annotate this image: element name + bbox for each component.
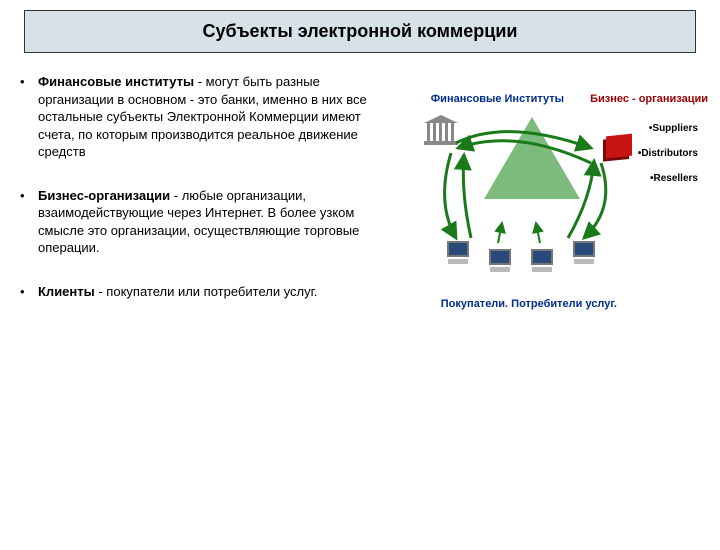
bullet-marker: • [20, 187, 38, 257]
bullet-text: Клиенты - покупатели или потребители усл… [38, 283, 317, 301]
title-bar: Субъекты электронной коммерции [24, 10, 696, 53]
diagram-graphic [416, 113, 626, 283]
bullet-term: Финансовые институты [38, 74, 194, 89]
diagram-panel: Финансовые Институты Бизнес - организаци… [401, 73, 700, 393]
bullet-text: Финансовые институты - могут быть разные… [38, 73, 395, 161]
bullet-term: Бизнес-организации [38, 188, 170, 203]
list-item: • Клиенты - покупатели или потребители у… [20, 283, 395, 301]
bullet-term: Клиенты [38, 284, 95, 299]
bullet-text: Бизнес-организации - любые организации, … [38, 187, 395, 257]
list-item: • Финансовые институты - могут быть разн… [20, 73, 395, 161]
arrows-icon [416, 113, 626, 283]
content-area: • Финансовые институты - могут быть разн… [0, 73, 720, 393]
bullet-marker: • [20, 283, 38, 301]
label-distributors: •Distributors [638, 148, 698, 159]
bullet-rest: - покупатели или потребители услуг. [95, 284, 318, 299]
page-title: Субъекты электронной коммерции [25, 21, 695, 42]
label-business: Бизнес - организации [590, 93, 708, 105]
list-item: • Бизнес-организации - любые организации… [20, 187, 395, 257]
label-resellers: •Resellers [650, 173, 698, 184]
label-financial: Финансовые Институты [431, 93, 564, 105]
bullet-marker: • [20, 73, 38, 161]
label-buyers: Покупатели. Потребители услуг. [441, 298, 617, 310]
bullet-list: • Финансовые институты - могут быть разн… [20, 73, 401, 393]
label-suppliers: •Suppliers [649, 123, 698, 134]
